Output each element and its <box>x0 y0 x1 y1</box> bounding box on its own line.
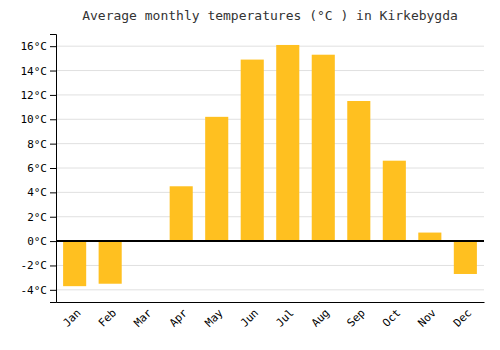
y-tick-mark <box>50 290 56 291</box>
y-axis-line <box>50 35 57 303</box>
y-axis: -4°C -2°C 0°C 2°C 4°C 6°C 8°C 10°C 12°C 14°C 16°C <box>21 35 57 303</box>
y-tick-mark <box>50 241 56 242</box>
grid-line <box>56 94 484 95</box>
y-tick: 6°C <box>27 162 56 175</box>
chart: -4°C -2°C 0°C 2°C 4°C 6°C 8°C 10°C 12°C 14°C 16°C J… <box>0 0 500 350</box>
grid-line <box>56 241 484 242</box>
bar <box>276 45 299 241</box>
x-tick: Nov <box>415 306 439 330</box>
x-tick: Apr <box>167 306 191 330</box>
x-axis-line <box>57 302 485 303</box>
x-tick-label: Oct <box>380 306 403 329</box>
y-tick-label: 8°C <box>27 138 47 151</box>
x-tick: Feb <box>96 306 119 329</box>
bar <box>454 241 477 274</box>
grid-line <box>56 143 484 144</box>
y-tick-label: 2°C <box>27 211 47 224</box>
x-tick: Dec <box>451 306 474 329</box>
grid <box>56 46 484 290</box>
x-tick-label: Aug <box>309 306 332 329</box>
x-tick-label: Jul <box>273 306 296 329</box>
x-tick-label: Sep <box>344 306 367 329</box>
bar <box>347 101 370 241</box>
y-tick-mark <box>50 168 56 169</box>
x-tick: Jul <box>273 306 296 329</box>
y-tick-label: 16°C <box>21 40 48 53</box>
title: Average monthly temperatures (°C ) in Ki… <box>82 8 458 23</box>
y-tick-mark <box>50 119 56 120</box>
x-tick: Jan <box>60 306 83 329</box>
x-tick-label: Nov <box>415 306 439 330</box>
x-tick-label: Dec <box>451 306 474 329</box>
grid-line <box>56 289 484 290</box>
bar <box>418 233 441 242</box>
y-tick: -4°C <box>21 284 57 297</box>
y-tick: 0°C <box>27 235 56 248</box>
x-tick: Aug <box>309 306 332 329</box>
y-tick: 2°C <box>27 211 56 224</box>
y-tick-mark <box>50 144 56 145</box>
y-tick-mark <box>50 192 56 193</box>
x-tick: Jun <box>238 306 261 329</box>
y-tick-label: -4°C <box>21 284 48 297</box>
y-tick-mark <box>50 71 56 72</box>
x-tick-label: May <box>202 306 226 330</box>
y-tick-label: -2°C <box>21 259 48 272</box>
y-tick-label: 10°C <box>21 113 48 126</box>
grid-line <box>56 119 484 120</box>
zero-line <box>56 240 484 242</box>
x-tick-label: Jun <box>238 306 261 329</box>
bar <box>63 241 86 286</box>
grid-line <box>56 216 484 217</box>
bar <box>241 60 264 242</box>
y-tick-label: 12°C <box>21 89 48 102</box>
y-tick-label: 14°C <box>21 65 48 78</box>
y-tick: 8°C <box>27 138 56 151</box>
y-tick-label: 6°C <box>27 162 47 175</box>
y-tick: 10°C <box>21 113 57 126</box>
y-tick: -2°C <box>21 259 57 272</box>
grid-line <box>56 192 484 193</box>
x-tick-label: Jan <box>60 306 83 329</box>
x-tick: Oct <box>380 306 403 329</box>
bar <box>383 161 406 241</box>
x-axis: Jan Feb Mar Apr May Jun Jul Aug Sep Oct Nov Dec <box>57 303 485 330</box>
y-tick: 14°C <box>21 65 57 78</box>
grid-line <box>56 46 484 47</box>
y-tick-mark <box>50 217 56 218</box>
x-tick: Mar <box>131 306 155 330</box>
bar <box>205 117 228 241</box>
y-tick-mark <box>50 95 56 96</box>
y-tick-label: 4°C <box>27 186 47 199</box>
x-tick-label: Apr <box>167 306 191 330</box>
grid-line <box>56 168 484 169</box>
x-tick: Sep <box>344 306 367 329</box>
plot: -4°C -2°C 0°C 2°C 4°C 6°C 8°C 10°C 12°C 14°C 16°C J… <box>21 35 485 330</box>
x-tick-label: Feb <box>96 306 119 329</box>
x-tick: May <box>202 306 226 330</box>
bar <box>170 186 193 241</box>
y-tick: 4°C <box>27 186 56 199</box>
y-tick-mark <box>50 46 56 47</box>
y-tick-label: 0°C <box>27 235 47 248</box>
x-tick-label: Mar <box>131 306 155 330</box>
y-tick: 16°C <box>21 40 57 53</box>
grid-line <box>56 70 484 71</box>
y-tick-mark <box>50 265 56 266</box>
bars <box>63 45 477 286</box>
bar <box>312 55 335 241</box>
bar <box>99 241 122 284</box>
y-tick: 12°C <box>21 89 57 102</box>
